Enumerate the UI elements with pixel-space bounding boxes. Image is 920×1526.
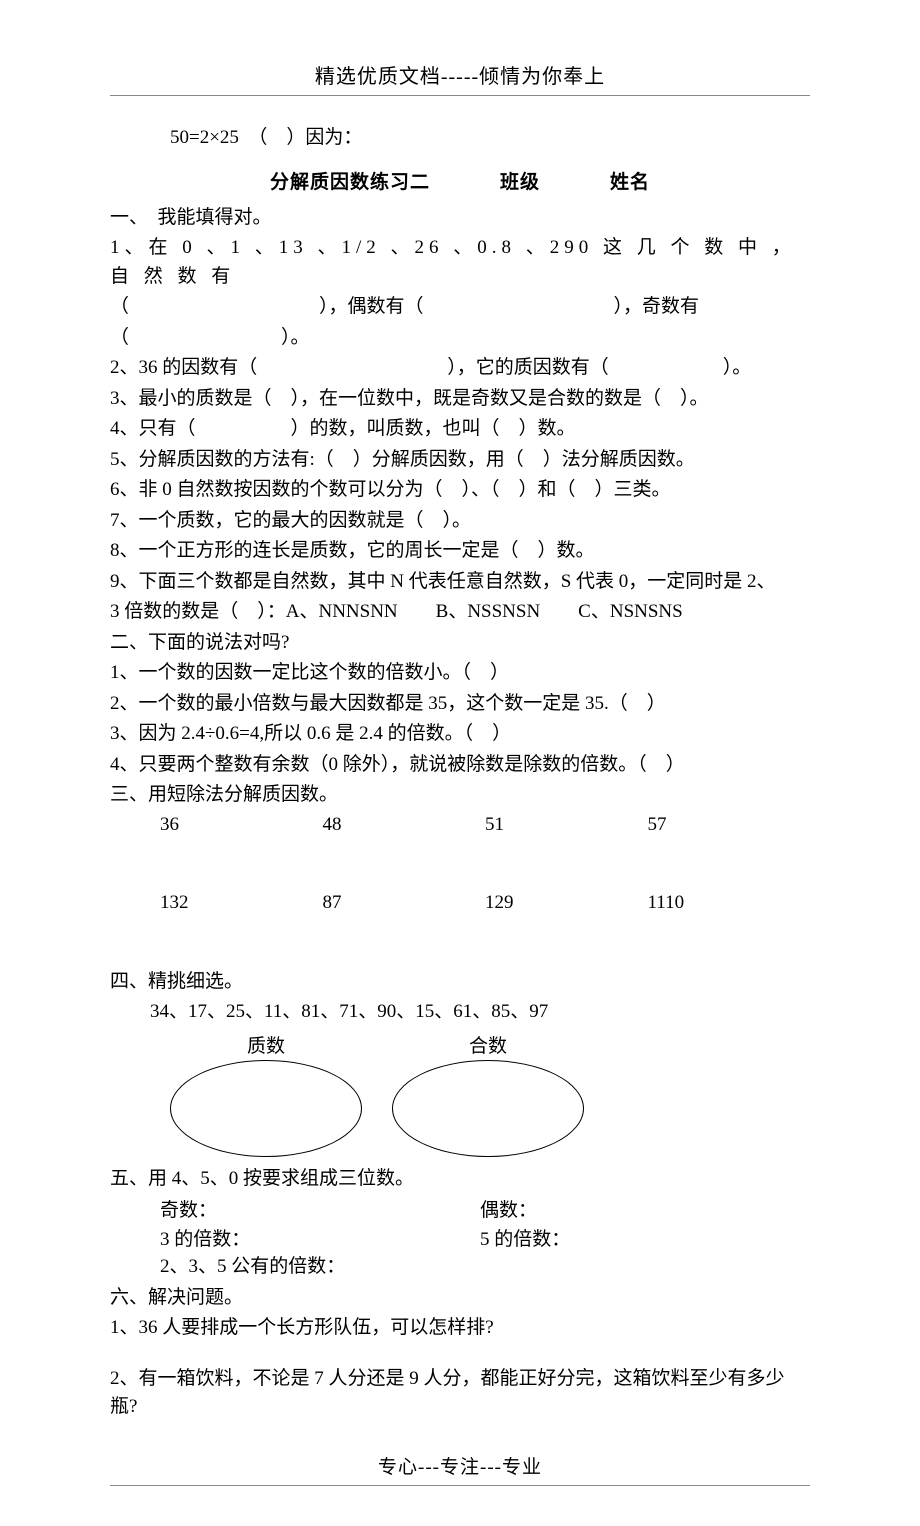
sec2-q2: 2、一个数的最小倍数与最大因数都是 35，这个数一定是 35.（ ） bbox=[110, 690, 810, 719]
sec6-heading: 六、解决问题。 bbox=[110, 1284, 810, 1313]
composite-oval bbox=[392, 1060, 584, 1157]
title-main: 分解质因数练习二 bbox=[270, 172, 430, 193]
prime-block: 质数 bbox=[170, 1031, 362, 1157]
sec5-r2-c1: 3 的倍数： bbox=[110, 1224, 480, 1251]
sec1-heading: 一、 我能填得对。 bbox=[110, 204, 810, 233]
sec1-q9a: 9、下面三个数都是自然数，其中 N 代表任意自然数，S 代表 0，一定同时是 2… bbox=[110, 568, 810, 597]
sec4-heading: 四、精挑细选。 bbox=[110, 968, 810, 997]
header-rule bbox=[110, 95, 810, 96]
sec1-q7: 7、一个质数，它的最大的因数就是（ ）。 bbox=[110, 507, 810, 536]
sec1-q4: 4、只有（ ）的数，叫质数，也叫（ ）数。 bbox=[110, 415, 810, 444]
sec5-r1-c2: 偶数： bbox=[480, 1195, 537, 1222]
sec1-q6: 6、非 0 自然数按因数的个数可以分为（ ）、（ ）和（ ）三类。 bbox=[110, 476, 810, 505]
sec5-row3: 2、3、5 公有的倍数： bbox=[110, 1253, 810, 1282]
page: 精选优质文档-----倾情为你奉上 50=2×25 （ ）因为： 分解质因数练习… bbox=[0, 0, 920, 1526]
sec3-r1-c4: 57 bbox=[648, 814, 811, 836]
sec3-heading: 三、用短除法分解质因数。 bbox=[110, 781, 810, 810]
sec2-q3: 3、因为 2.4÷0.6=4,所以 0.6 是 2.4 的倍数。（ ） bbox=[110, 720, 810, 749]
sec5-r1-c1: 奇数： bbox=[110, 1195, 480, 1222]
sec5-heading: 五、用 4、5、0 按要求组成三位数。 bbox=[110, 1165, 810, 1194]
sec6-q2: 2、有一箱饮料，不论是 7 人分还是 9 人分，都能正好分完，这箱饮料至少有多少… bbox=[110, 1365, 810, 1422]
sec4-ovals: 质数 合数 bbox=[110, 1031, 810, 1157]
sec3-row1: 36 48 51 57 bbox=[110, 814, 810, 836]
page-header: 精选优质文档-----倾情为你奉上 bbox=[110, 60, 810, 89]
composite-label: 合数 bbox=[392, 1031, 584, 1058]
sec3-r1-c1: 36 bbox=[110, 814, 323, 836]
prime-oval bbox=[170, 1060, 362, 1157]
top-equation: 50=2×25 （ ）因为： bbox=[110, 124, 810, 153]
sec3-r2-c4: 1110 bbox=[648, 892, 811, 914]
sec3-r2-c1: 132 bbox=[110, 892, 323, 914]
sec3-r2-c3: 129 bbox=[485, 892, 648, 914]
sec1-q5: 5、分解质因数的方法有:（ ）分解质因数，用（ ）法分解质因数。 bbox=[110, 446, 810, 475]
sec5-row1: 奇数： 偶数： bbox=[110, 1195, 810, 1222]
sec1-q1c: （ ）。 bbox=[110, 324, 810, 353]
sec5-r2-c2: 5 的倍数： bbox=[480, 1224, 570, 1251]
worksheet-title: 分解质因数练习二 班级 姓名 bbox=[110, 167, 810, 194]
page-footer: 专心---专注---专业 bbox=[110, 1452, 810, 1479]
sec2-q4: 4、只要两个整数有余数（0 除外），就说被除数是除数的倍数。（ ） bbox=[110, 751, 810, 780]
sec2-q1: 1、一个数的因数一定比这个数的倍数小。（ ） bbox=[110, 659, 810, 688]
composite-block: 合数 bbox=[392, 1031, 584, 1157]
sec1-q1b: （ ），偶数有（ ），奇数有 bbox=[110, 293, 810, 322]
sec1-q3: 3、最小的质数是（ ），在一位数中，既是奇数又是合数的数是（ ）。 bbox=[110, 385, 810, 414]
sec1-q2: 2、36 的因数有（ ），它的质因数有（ ）。 bbox=[110, 354, 810, 383]
sec1-q8: 8、一个正方形的连长是质数，它的周长一定是（ ）数。 bbox=[110, 537, 810, 566]
sec1-q1a: 1、在 0 、1 、13 、1/2 、26 、0.8 、290 这 几 个 数 … bbox=[110, 234, 810, 291]
footer-rule bbox=[110, 1485, 810, 1486]
sec3-r1-c3: 51 bbox=[485, 814, 648, 836]
sec2-heading: 二、下面的说法对吗? bbox=[110, 629, 810, 658]
sec5-row2: 3 的倍数： 5 的倍数： bbox=[110, 1224, 810, 1251]
title-class: 班级 bbox=[500, 172, 540, 193]
title-name: 姓名 bbox=[610, 172, 650, 193]
sec1-q9b: 3 倍数的数是（ ）：A、NNNSNN B、NSSNSN C、NSNSNS bbox=[110, 598, 810, 627]
sec6-q1: 1、36 人要排成一个长方形队伍，可以怎样排? bbox=[110, 1314, 810, 1343]
sec4-list: 34、17、25、11、81、71、90、15、61、85、97 bbox=[110, 998, 810, 1027]
sec3-r1-c2: 48 bbox=[323, 814, 486, 836]
sec3-row2: 132 87 129 1110 bbox=[110, 892, 810, 914]
prime-label: 质数 bbox=[170, 1031, 362, 1058]
sec3-r2-c2: 87 bbox=[323, 892, 486, 914]
